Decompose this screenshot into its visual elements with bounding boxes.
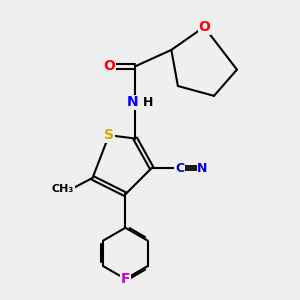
- Text: S: S: [104, 128, 114, 142]
- Text: N: N: [197, 161, 208, 175]
- Text: H: H: [142, 96, 153, 109]
- Text: F: F: [121, 272, 130, 286]
- Text: O: O: [103, 59, 115, 73]
- Text: O: O: [198, 20, 210, 34]
- Text: C: C: [175, 161, 184, 175]
- Text: CH₃: CH₃: [52, 184, 74, 194]
- Text: N: N: [127, 95, 138, 110]
